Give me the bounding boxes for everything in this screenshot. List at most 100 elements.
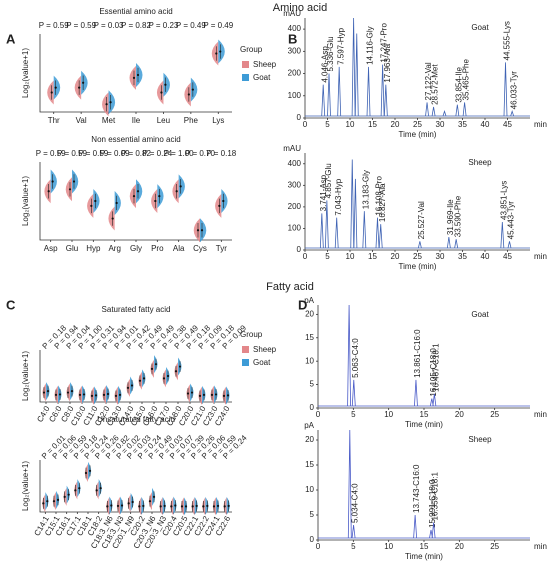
legend-swatch (242, 346, 249, 353)
median-point (72, 180, 76, 183)
peak (462, 102, 467, 117)
violin (193, 218, 200, 243)
median-point (138, 505, 141, 508)
median-point (210, 393, 214, 397)
peak-label: 7.597-Hyp (336, 27, 345, 64)
median-point (196, 229, 200, 232)
violin (136, 179, 143, 204)
median-point (51, 180, 54, 183)
peak-label: 16.359-C18:1 (431, 471, 440, 520)
median-point (191, 505, 194, 508)
peak-label: 33.854-Ile (454, 67, 463, 103)
chart-title: Essential amino acid (99, 7, 172, 16)
median-point (66, 391, 70, 394)
peak-label: 15.991-C18:0 (428, 479, 437, 528)
x-tick-label: 15 (420, 410, 429, 419)
median-point (216, 504, 220, 508)
y-axis-label: Log₂(value+1) (21, 461, 30, 511)
p-value: P = 0.82 (121, 149, 151, 158)
median-point (175, 190, 178, 193)
p-value: P = 0.24 (142, 149, 172, 158)
median-point (223, 505, 226, 508)
median-point (82, 81, 85, 84)
median-point (186, 392, 190, 395)
violin (47, 80, 54, 105)
x-tick-label: Phe (184, 116, 199, 125)
chart-title: Sheep (468, 158, 492, 167)
peak (353, 178, 358, 249)
median-point (218, 204, 221, 207)
peak-label: 14.116-Gly (366, 26, 375, 65)
median-point (219, 50, 222, 53)
x-tick-label: 0 (303, 120, 308, 129)
median-point (90, 204, 93, 207)
violin (215, 193, 222, 218)
p-value: P = 0.59 (78, 149, 108, 158)
p-value: P = 0.59 (57, 149, 87, 158)
x-tick-label: 5 (325, 120, 330, 129)
median-point (78, 86, 81, 89)
peak-label: 27.122-Val (424, 62, 433, 100)
peak (507, 241, 512, 249)
y-tick-label: 20 (305, 435, 314, 444)
x-tick-label: 10 (346, 252, 355, 261)
median-point (142, 504, 145, 508)
median-point (136, 73, 140, 77)
violin (50, 169, 57, 194)
x-tick-label: Asp (44, 244, 58, 253)
violin (136, 62, 143, 87)
median-point (154, 199, 157, 203)
peak (351, 17, 356, 117)
x-tick-label: 25 (490, 410, 499, 419)
median-point (47, 190, 50, 193)
x-tick-label: Ala (173, 244, 185, 253)
median-point (54, 393, 58, 397)
violin (157, 184, 164, 209)
median-point (166, 374, 170, 378)
peak-label: 33.590-Phe (453, 195, 462, 237)
y-unit: pA (304, 296, 314, 305)
x-axis-label: Time (min) (405, 420, 443, 429)
y-unit: mAU (283, 144, 301, 153)
x-tick-label: 10 (384, 410, 393, 419)
x-tick-label: 45 (503, 120, 512, 129)
chart-title: Goat (471, 310, 489, 319)
median-point (180, 505, 184, 508)
p-value: P = 0.82 (121, 21, 151, 30)
median-point (78, 393, 82, 397)
violin (114, 190, 121, 215)
violin (65, 177, 72, 202)
peak (354, 33, 359, 117)
median-point (202, 505, 205, 508)
p-value: P = 0.49 (176, 21, 206, 30)
median-point (174, 504, 177, 507)
violin (156, 80, 164, 105)
median-point (191, 88, 194, 91)
peak (321, 84, 326, 117)
median-point (138, 379, 142, 382)
y-tick-label: 300 (288, 180, 302, 189)
x-tick-label: 15 (368, 120, 377, 129)
p-value: P = 0.59 (36, 149, 66, 158)
peak-label: 17.247-Pro (380, 23, 389, 63)
x-axis-label: Time (min) (399, 130, 437, 139)
median-point (115, 201, 118, 205)
chart-title: Saturated fatty acid (102, 305, 171, 314)
section-title: Amino acid (273, 2, 327, 14)
peak-label: 3.741-Asp (319, 174, 328, 211)
median-point (109, 101, 112, 104)
y-tick-label: 0 (310, 403, 315, 412)
p-value: P = 0.59 (66, 21, 96, 30)
chart-title: Non essential amino acid (91, 135, 180, 144)
y-tick-label: 100 (288, 224, 302, 233)
axis (39, 350, 232, 403)
peak-label: 45.443-Tyr (507, 201, 516, 240)
median-point (132, 76, 136, 79)
peak (414, 379, 418, 407)
y-tick-label: 15 (305, 460, 314, 469)
y-tick-label: 0 (297, 245, 302, 254)
x-axis-label: Time (min) (405, 552, 443, 561)
median-point (50, 91, 53, 94)
peak (383, 84, 388, 117)
peak (380, 64, 385, 117)
